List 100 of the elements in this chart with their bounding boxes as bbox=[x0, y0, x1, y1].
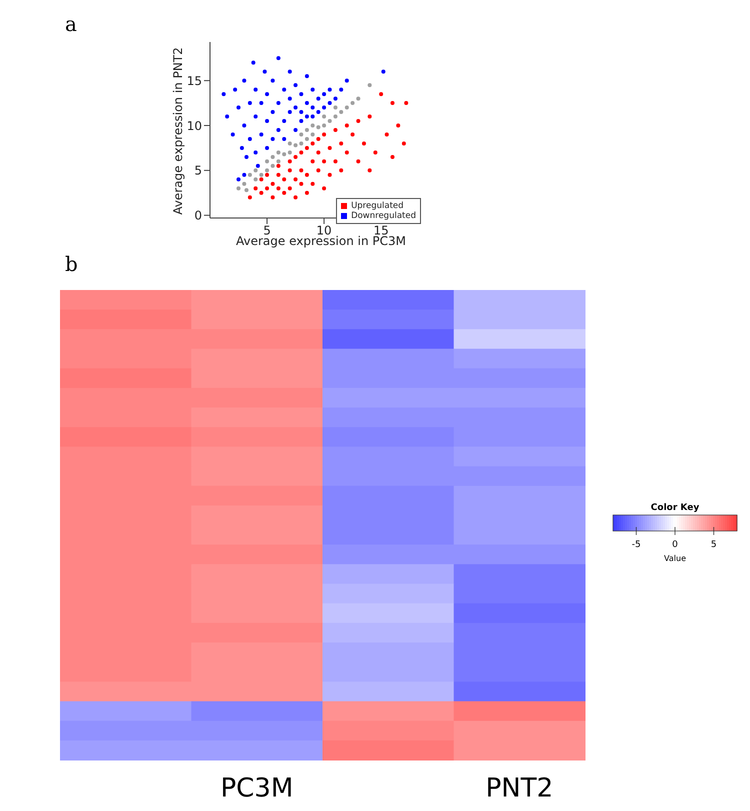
point bbox=[282, 88, 286, 92]
point bbox=[254, 177, 258, 182]
point bbox=[230, 132, 235, 136]
point bbox=[368, 83, 372, 88]
point bbox=[344, 106, 349, 110]
point bbox=[381, 70, 386, 74]
point bbox=[304, 128, 309, 132]
point bbox=[265, 146, 270, 150]
point bbox=[233, 88, 238, 92]
point bbox=[282, 152, 286, 156]
point bbox=[288, 141, 292, 146]
point bbox=[379, 92, 384, 96]
point bbox=[356, 159, 360, 164]
point bbox=[294, 177, 298, 182]
point bbox=[222, 92, 226, 96]
y-tick-label: 15 bbox=[186, 74, 202, 88]
legend-label: Upregulated bbox=[351, 201, 404, 211]
point bbox=[288, 70, 292, 74]
point bbox=[322, 92, 326, 96]
point bbox=[299, 141, 304, 146]
point bbox=[270, 182, 275, 186]
point bbox=[304, 74, 309, 78]
point bbox=[265, 168, 270, 172]
point bbox=[265, 159, 270, 164]
point bbox=[316, 96, 320, 101]
y-axis-title: Average expression in PNT2 bbox=[171, 46, 185, 217]
legend-title: Color Key bbox=[650, 503, 700, 513]
point bbox=[248, 101, 252, 106]
point bbox=[248, 172, 252, 177]
point bbox=[288, 168, 292, 172]
y-tick-label: 10 bbox=[186, 118, 202, 133]
point bbox=[350, 101, 355, 106]
point bbox=[254, 114, 258, 119]
point bbox=[322, 124, 326, 128]
point bbox=[310, 141, 315, 146]
point bbox=[310, 182, 315, 186]
point bbox=[262, 70, 267, 74]
point bbox=[322, 114, 326, 119]
point bbox=[265, 186, 270, 190]
point bbox=[259, 172, 264, 177]
point bbox=[299, 182, 304, 186]
point bbox=[248, 195, 252, 200]
point bbox=[242, 78, 246, 83]
point bbox=[328, 172, 332, 177]
point bbox=[396, 124, 400, 128]
point bbox=[310, 159, 315, 164]
point bbox=[390, 154, 394, 159]
point bbox=[270, 164, 275, 168]
point bbox=[322, 159, 326, 164]
point bbox=[294, 106, 298, 110]
point bbox=[270, 195, 275, 200]
point bbox=[304, 172, 309, 177]
point bbox=[339, 110, 344, 114]
point bbox=[316, 125, 320, 130]
point bbox=[270, 154, 275, 159]
point bbox=[242, 124, 246, 128]
point bbox=[256, 164, 260, 168]
point bbox=[299, 119, 304, 124]
point bbox=[299, 92, 304, 96]
point bbox=[276, 101, 280, 106]
point bbox=[276, 150, 280, 154]
point bbox=[310, 88, 315, 92]
color-bar-title: Value bbox=[664, 554, 686, 563]
text: b bbox=[65, 252, 78, 276]
point bbox=[288, 186, 292, 190]
point bbox=[304, 101, 309, 106]
point bbox=[259, 177, 264, 182]
color-bar-label: 0 bbox=[672, 540, 678, 550]
point bbox=[242, 182, 246, 186]
point bbox=[251, 60, 256, 65]
point bbox=[254, 88, 258, 92]
point bbox=[276, 128, 280, 132]
point bbox=[333, 128, 338, 132]
point bbox=[294, 83, 298, 88]
point bbox=[265, 92, 270, 96]
point bbox=[344, 150, 349, 154]
point bbox=[384, 132, 389, 136]
point bbox=[310, 124, 315, 128]
point bbox=[299, 110, 304, 114]
point bbox=[270, 78, 275, 83]
point bbox=[344, 78, 349, 83]
point bbox=[333, 114, 338, 119]
point bbox=[242, 172, 246, 177]
point bbox=[282, 177, 286, 182]
point bbox=[270, 136, 275, 141]
point bbox=[294, 143, 298, 148]
point bbox=[316, 168, 320, 172]
point bbox=[288, 159, 292, 164]
point bbox=[333, 106, 338, 110]
text: a bbox=[65, 12, 77, 36]
point bbox=[322, 186, 326, 190]
point bbox=[310, 132, 315, 136]
point bbox=[254, 186, 258, 190]
point bbox=[276, 164, 280, 168]
point bbox=[339, 88, 344, 92]
point bbox=[276, 159, 280, 164]
point bbox=[254, 150, 258, 154]
point bbox=[328, 101, 332, 106]
point bbox=[225, 114, 230, 119]
legend-label: Downregulated bbox=[351, 211, 416, 221]
